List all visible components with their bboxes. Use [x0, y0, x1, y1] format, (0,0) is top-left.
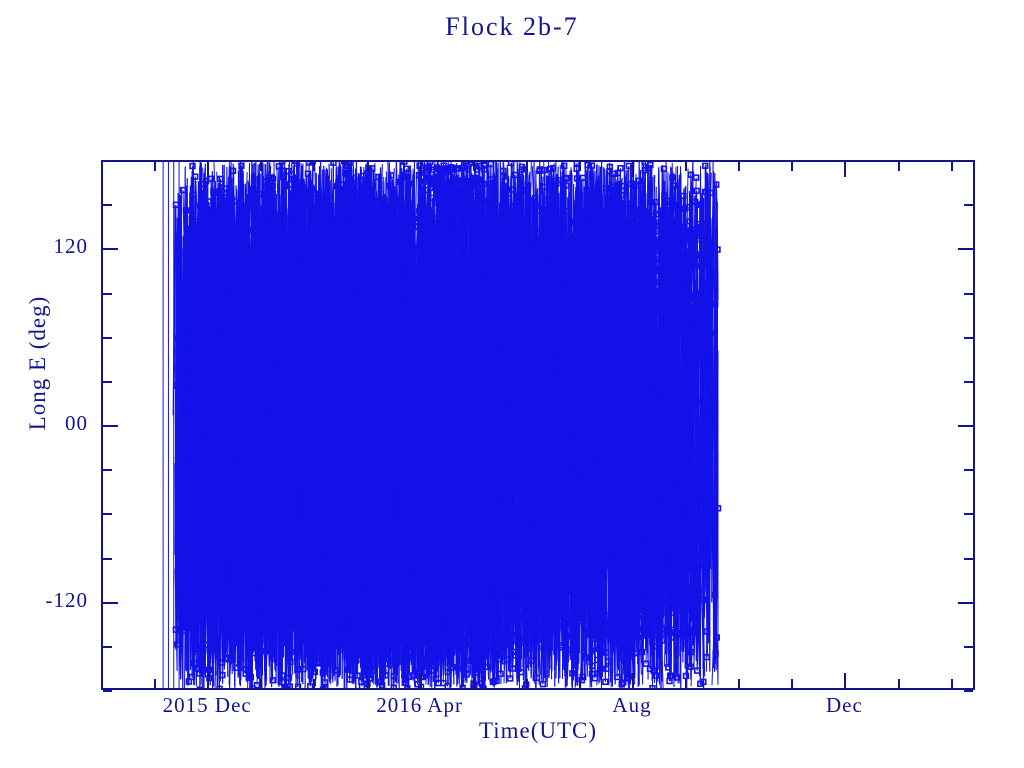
axis-tick [898, 679, 900, 688]
axis-tick [526, 679, 528, 688]
axis-tick [207, 673, 209, 688]
axis-tick [103, 690, 112, 692]
axis-tick [951, 162, 953, 171]
axis-tick [632, 673, 634, 688]
axis-tick [103, 469, 112, 471]
axis-tick [420, 673, 422, 688]
axis-tick [964, 513, 973, 515]
axis-tick [103, 513, 112, 515]
axis-tick [260, 679, 262, 688]
x-axis-title: Time(UTC) [101, 718, 975, 744]
axis-tick [844, 162, 846, 177]
axis-tick [844, 673, 846, 688]
x-tick-label: 2016 Apr [320, 693, 520, 718]
x-tick-label: Dec [744, 693, 944, 718]
axis-tick [420, 162, 422, 177]
axis-tick [207, 162, 209, 177]
axis-tick [685, 162, 687, 171]
axis-tick [958, 425, 973, 427]
axis-tick [103, 425, 118, 427]
axis-tick [791, 162, 793, 171]
axis-tick [964, 690, 973, 692]
axis-tick [964, 558, 973, 560]
axis-tick [738, 679, 740, 688]
axis-tick [958, 248, 973, 250]
axis-tick [313, 162, 315, 171]
axis-tick [951, 679, 953, 688]
axis-tick [958, 602, 973, 604]
x-tick-label: Aug [532, 693, 732, 718]
axis-tick [473, 162, 475, 171]
axis-tick [579, 679, 581, 688]
x-tick-label: 2015 Dec [107, 693, 307, 718]
axis-tick [473, 679, 475, 688]
axis-tick [964, 204, 973, 206]
axis-tick [103, 602, 118, 604]
axis-tick [964, 646, 973, 648]
page-title: Flock 2b-7 [0, 12, 1024, 42]
y-tick-label: 120 [0, 234, 88, 259]
axis-tick [103, 646, 112, 648]
axis-tick [103, 558, 112, 560]
axis-tick [367, 679, 369, 688]
axis-tick [103, 160, 112, 162]
axis-tick [103, 248, 118, 250]
axis-tick [103, 381, 112, 383]
axis-tick [632, 162, 634, 177]
axis-tick [154, 162, 156, 171]
y-tick-label: -120 [0, 588, 88, 613]
axis-tick [103, 293, 112, 295]
axis-tick [154, 679, 156, 688]
y-tick-label: 00 [0, 411, 88, 436]
axis-tick [367, 162, 369, 171]
axis-tick [964, 381, 973, 383]
axis-tick [260, 162, 262, 171]
axis-tick [685, 679, 687, 688]
plot-area [101, 160, 975, 690]
axis-tick [738, 162, 740, 171]
axis-tick [579, 162, 581, 171]
axis-tick [791, 679, 793, 688]
axis-tick [964, 337, 973, 339]
axis-tick [964, 293, 973, 295]
axis-tick [898, 162, 900, 171]
data-series-canvas [162, 162, 722, 688]
axis-tick [103, 337, 112, 339]
axis-tick [964, 160, 973, 162]
axis-tick [964, 469, 973, 471]
axis-tick [526, 162, 528, 171]
axis-tick [103, 204, 112, 206]
axis-tick [313, 679, 315, 688]
